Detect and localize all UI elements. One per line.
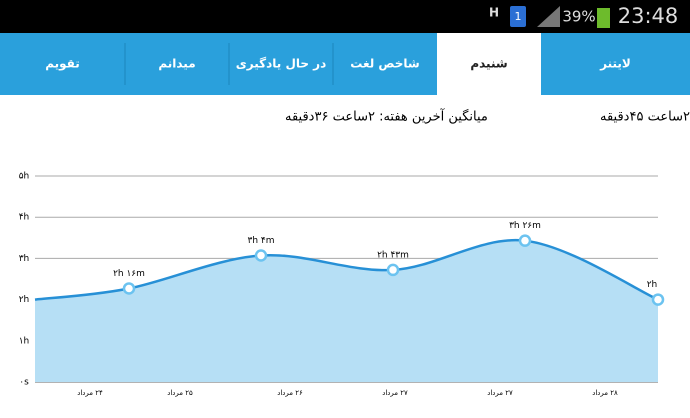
tab[interactable] <box>125 33 229 95</box>
clock: 23:48 <box>618 4 679 28</box>
point <box>386 263 400 277</box>
x-tick-label: ۲۸ مرداد <box>592 389 618 397</box>
value-label: ۳h ۴m <box>248 236 275 246</box>
network-type: H <box>489 6 499 20</box>
y-tick-label: ۵h <box>19 172 30 182</box>
x-tick-label: ۲۶ مرداد <box>277 389 303 397</box>
value-label: ۳h ۲۶m <box>509 221 541 231</box>
x-tick-label: ۲۷ مرداد <box>382 389 408 397</box>
tab-label[interactable]: شاخص لغت <box>350 57 420 71</box>
y-tick-label: ۳h <box>19 254 30 264</box>
tab[interactable] <box>229 33 333 95</box>
sim-number: 1 <box>515 10 522 23</box>
point <box>518 234 532 247</box>
point <box>651 293 665 306</box>
signal-icon <box>537 6 560 27</box>
x-tick-label: ۲۴ مرداد <box>77 389 103 397</box>
tab[interactable] <box>333 33 437 95</box>
x-tick-label: ۲۵ مرداد <box>167 389 193 397</box>
status-bar <box>0 0 690 33</box>
month-average: میانگین آخرین ماه: ۲ساعت ۴۵دقیقه <box>600 108 690 125</box>
y-tick-label: ۰s <box>19 378 29 388</box>
y-tick-label: ۴h <box>19 213 30 223</box>
tab-label[interactable]: در حال یادگیری <box>236 57 327 71</box>
point <box>122 282 136 295</box>
tab-label[interactable]: لایتنر <box>599 57 631 71</box>
area <box>35 240 658 382</box>
battery-icon <box>597 8 610 28</box>
sim-icon <box>510 6 526 27</box>
y-tick-label: ۲h <box>19 295 30 305</box>
y-tick-label: ۱h <box>19 336 30 346</box>
week-average: میانگین آخرین هفته: ۲ساعت ۳۶دقیقه <box>285 108 488 125</box>
tab-label[interactable]: تقویم <box>45 57 80 72</box>
value-label: ۲h <box>647 280 658 290</box>
tab[interactable] <box>541 33 690 95</box>
battery-percent: 39% <box>562 8 595 26</box>
value-label: ۲h ۴۳m <box>377 250 409 260</box>
point <box>254 249 268 262</box>
tab-label[interactable]: شنیدم <box>470 57 507 72</box>
value-label: ۲h ۱۶m <box>113 269 145 279</box>
tab[interactable] <box>437 33 541 95</box>
tab-label[interactable]: میدانم <box>158 57 195 71</box>
x-tick-label: ۲۷ مرداد <box>487 389 513 397</box>
tab[interactable] <box>0 33 125 95</box>
